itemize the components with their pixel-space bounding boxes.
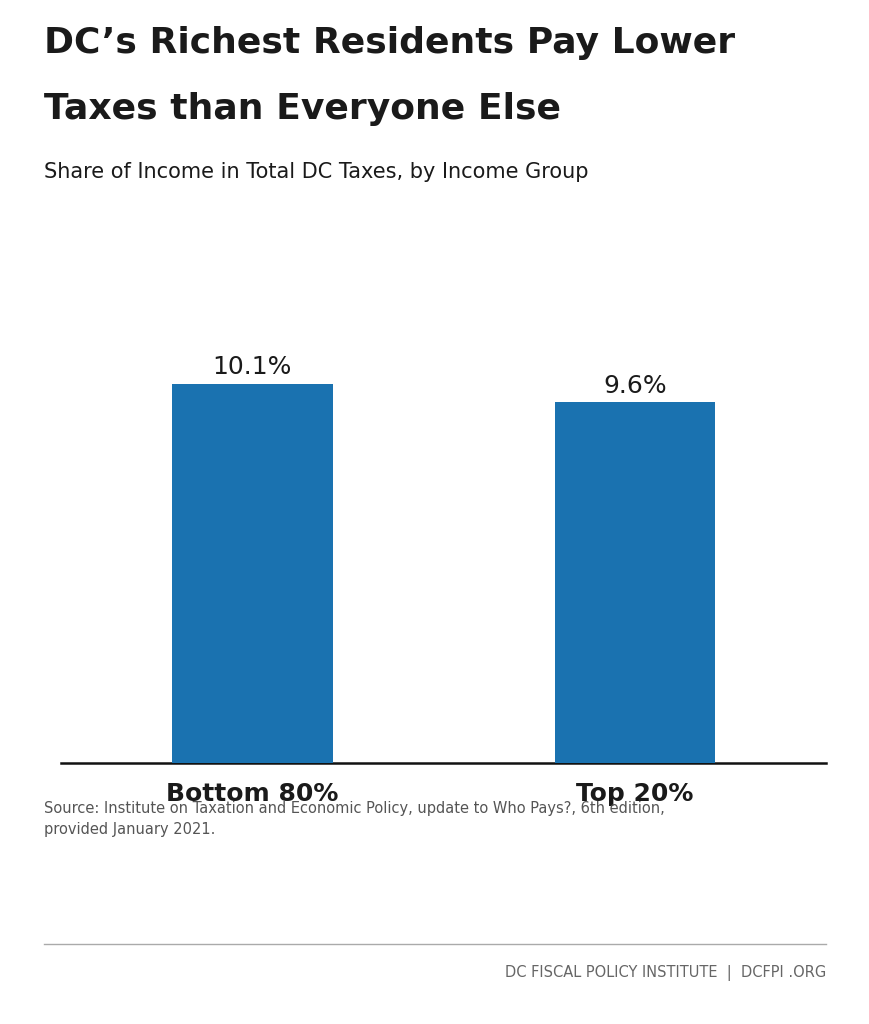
Text: Share of Income in Total DC Taxes, by Income Group: Share of Income in Total DC Taxes, by In…	[43, 162, 587, 182]
Text: DC FISCAL POLICY INSTITUTE  |  DCFPI .ORG: DC FISCAL POLICY INSTITUTE | DCFPI .ORG	[505, 965, 826, 981]
Bar	[172, 384, 332, 763]
Text: 9.6%: 9.6%	[602, 374, 667, 398]
Text: DC’s Richest Residents Pay Lower: DC’s Richest Residents Pay Lower	[43, 26, 733, 59]
Bar	[554, 402, 714, 763]
Text: 10.1%: 10.1%	[212, 355, 292, 379]
Text: Source: Institute on Taxation and Economic Policy, update to Who Pays?, 6th edit: Source: Institute on Taxation and Econom…	[43, 801, 664, 837]
Text: Taxes than Everyone Else: Taxes than Everyone Else	[43, 92, 560, 126]
